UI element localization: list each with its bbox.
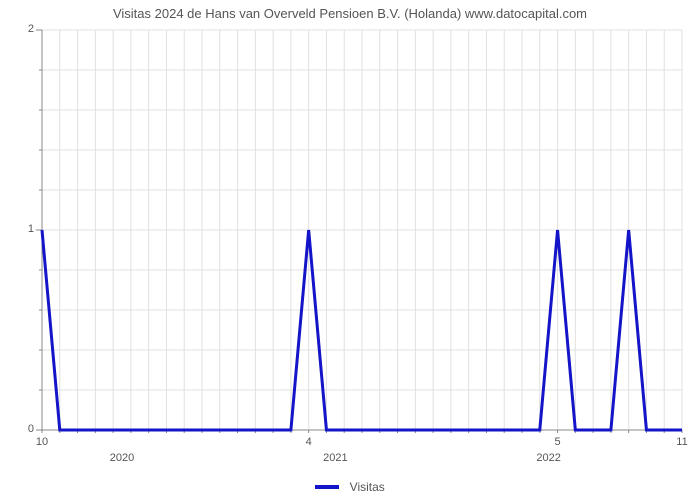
y-tick-label: 2 <box>14 23 34 35</box>
chart-legend: Visitas <box>0 478 700 496</box>
chart-plot-area <box>42 30 682 430</box>
value-label: 10 <box>36 436 48 448</box>
value-label: 4 <box>306 436 312 448</box>
chart-container: Visitas 2024 de Hans van Overveld Pensio… <box>0 0 700 500</box>
x-tick-label: 2020 <box>110 452 134 464</box>
value-label: 11 <box>676 436 687 448</box>
legend-swatch <box>315 485 339 489</box>
chart-svg <box>42 30 682 430</box>
x-tick-label: 2021 <box>323 452 347 464</box>
legend-label: Visitas <box>350 480 385 494</box>
y-tick-label: 1 <box>14 223 34 235</box>
value-label: 5 <box>554 436 560 448</box>
x-tick-label: 2022 <box>536 452 560 464</box>
y-tick-label: 0 <box>14 423 34 435</box>
chart-title: Visitas 2024 de Hans van Overveld Pensio… <box>0 6 700 21</box>
